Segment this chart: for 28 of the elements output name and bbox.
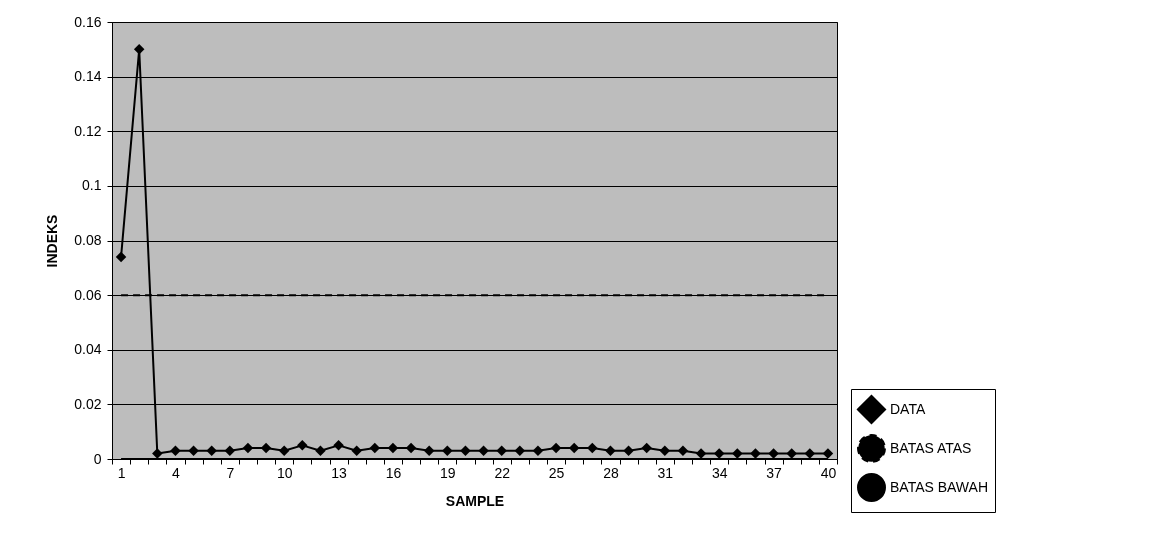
x-tick-label: 31: [657, 464, 674, 481]
x-tick-label: 4: [172, 464, 181, 481]
x-tick-label: 7: [226, 464, 235, 481]
x-tick-label: 25: [548, 464, 565, 481]
x-tick-label: 10: [276, 464, 293, 481]
x-tick-label: 19: [440, 464, 456, 481]
legend-label: BATAS BAWAH: [890, 478, 989, 495]
x-tick-label: 13: [331, 464, 348, 481]
y-tick-label: 0.1: [82, 177, 102, 194]
x-tick-label: 37: [766, 464, 783, 481]
y-tick-label: 0.12: [74, 122, 102, 139]
legend-label: BATAS ATAS: [890, 439, 972, 456]
y-tick-label: 0.06: [74, 286, 102, 303]
x-tick-label: 1: [117, 464, 126, 481]
y-tick-label: 0.08: [74, 232, 102, 248]
y-tick-label: 0.04: [74, 341, 102, 358]
y-tick-label: 0.16: [74, 13, 102, 30]
y-tick-label: 0.02: [74, 395, 102, 412]
x-tick-label: 34: [711, 464, 728, 481]
y-tick-label: 0.14: [74, 68, 102, 85]
x-tick-label: 22: [494, 464, 511, 481]
y-axis-title: INDEKS: [44, 214, 61, 268]
y-tick-label: 0: [93, 450, 102, 467]
x-tick-label: 16: [385, 464, 402, 481]
x-tick-label: 28: [603, 464, 619, 481]
legend-label: DATA: [890, 400, 926, 417]
x-tick-label: 40: [820, 464, 837, 481]
x-axis-title: SAMPLE: [445, 492, 505, 509]
